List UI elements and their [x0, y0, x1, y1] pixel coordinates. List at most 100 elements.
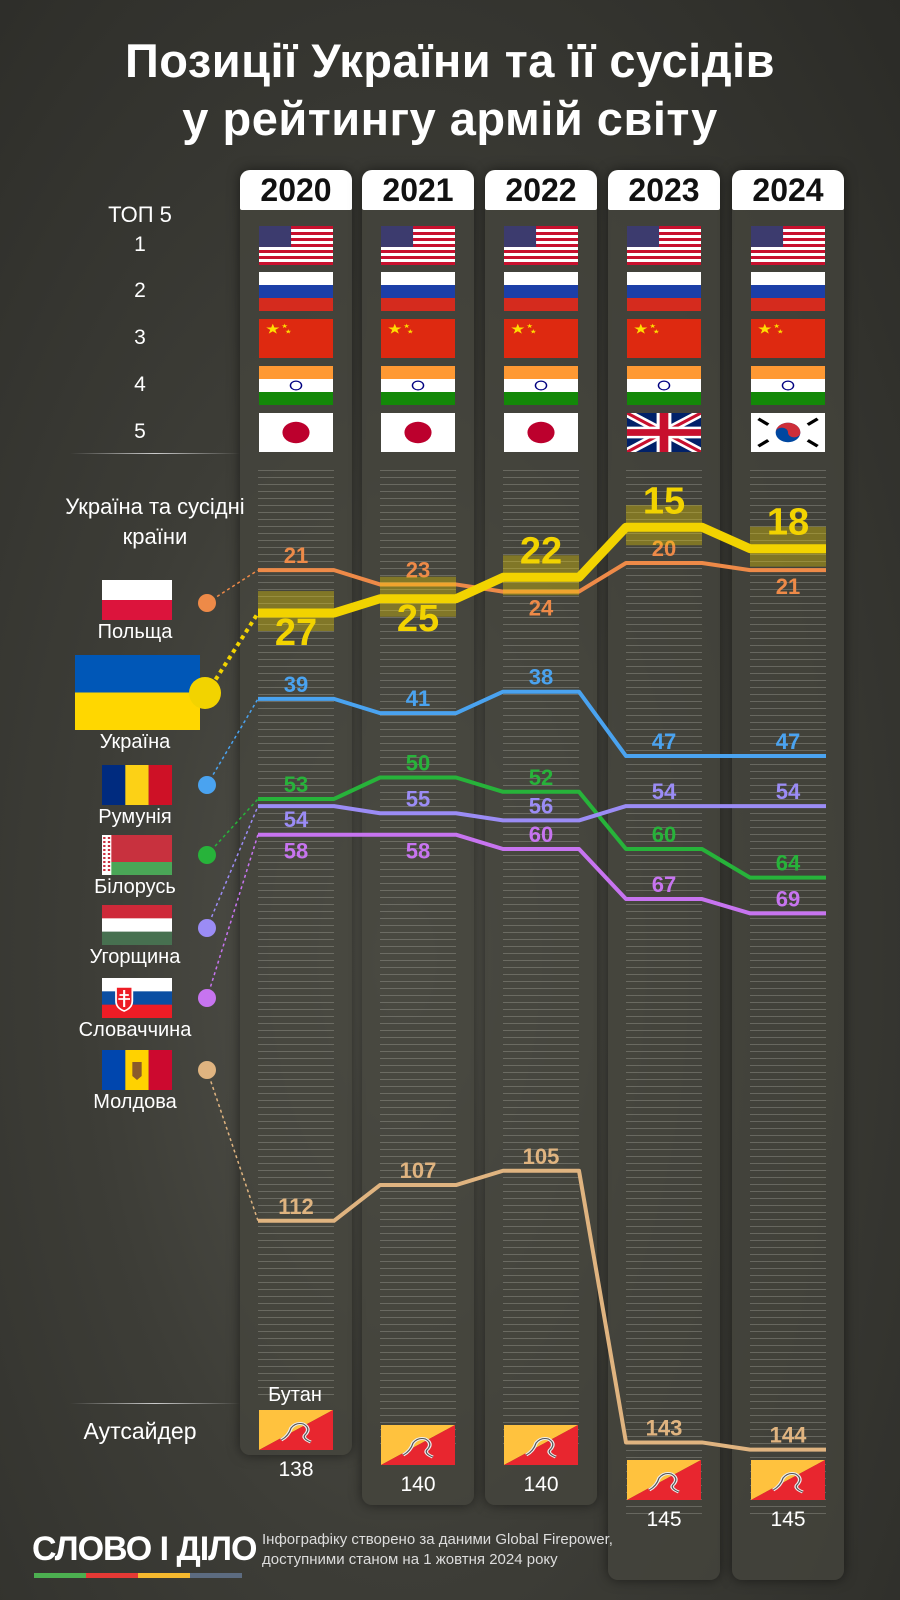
data-label: 64 — [776, 851, 801, 876]
svg-text:★: ★ — [649, 323, 656, 330]
moldova-flag-icon — [102, 1050, 172, 1095]
belarus-flag-icon — [102, 835, 172, 880]
svg-text:★: ★ — [285, 328, 292, 335]
data-label: 20 — [652, 536, 676, 561]
svg-text:★: ★ — [530, 328, 537, 335]
bhutan-flag-icon — [504, 1425, 578, 1470]
data-label: 54 — [776, 779, 801, 804]
year-column-2020: 2020 — [240, 170, 352, 1455]
china-flag-icon: ★ ★ ★ — [259, 319, 333, 363]
outsider-country: Бутан — [268, 1384, 322, 1406]
logo-bar — [34, 1573, 242, 1578]
series-line-ukraine — [258, 522, 826, 618]
rank-grid — [626, 470, 702, 1520]
data-label: 27 — [275, 612, 317, 654]
year-column-2024: 2024 — [732, 170, 844, 1580]
outsider-rank: 140 — [400, 1473, 436, 1496]
data-label: 144 — [770, 1423, 807, 1448]
india-flag-icon — [751, 366, 825, 410]
series-line-moldova — [258, 1168, 826, 1452]
year-header: 2022 — [485, 170, 597, 210]
data-label: 39 — [284, 672, 308, 697]
series-line-belarus — [258, 775, 826, 880]
legend-label-belarus: Білорусь — [94, 876, 176, 898]
poland-flag-icon — [102, 580, 172, 625]
year-column-2021: 2021 — [362, 170, 474, 1505]
neighbors-label: Україна та сусідні країни — [65, 494, 245, 549]
data-label: 21 — [776, 574, 800, 599]
data-label: 23 — [406, 557, 430, 582]
slovakia-flag-icon — [102, 978, 172, 1023]
bhutan-flag-icon — [259, 1410, 333, 1455]
data-label: 25 — [397, 598, 439, 640]
china-flag-icon: ★ ★ ★ — [381, 319, 455, 363]
bhutan-flag-icon — [381, 1425, 455, 1470]
divider — [70, 453, 240, 454]
legend-label-romania: Румунія — [98, 806, 172, 828]
legend-connector — [206, 805, 259, 929]
japan-flag-icon — [504, 413, 578, 457]
outsider-rank: 140 — [523, 1473, 559, 1496]
data-label: 60 — [652, 822, 676, 847]
rank-number: 5 — [134, 420, 146, 443]
usa-flag-icon — [751, 226, 825, 270]
legend-dot-slovakia — [198, 989, 216, 1007]
uk-flag-icon — [624, 409, 704, 457]
top5-label: ТОП 5 — [108, 202, 172, 227]
rank-grid — [750, 470, 826, 1520]
page-title: Позиції України та її сусідів у рейтингу… — [124, 34, 776, 145]
data-label: 55 — [406, 786, 430, 811]
svg-text:★: ★ — [653, 328, 660, 335]
svg-text:★: ★ — [757, 322, 773, 337]
rank-grid — [258, 470, 334, 1395]
legend-label-poland: Польща — [97, 621, 173, 643]
data-label: 38 — [529, 665, 553, 690]
india-flag-icon — [504, 366, 578, 410]
data-label: 58 — [284, 839, 308, 864]
svg-text:★: ★ — [265, 322, 281, 337]
data-label: 47 — [776, 729, 800, 754]
russia-flag-icon — [381, 272, 455, 316]
series-line-poland — [258, 561, 826, 594]
svg-text:★: ★ — [777, 328, 784, 335]
usa-flag-icon — [504, 226, 578, 270]
legend-label-moldova: Молдова — [93, 1091, 177, 1113]
legend-connector — [206, 1069, 259, 1222]
legend-connector — [206, 834, 259, 999]
legend-connector — [206, 569, 259, 604]
svg-text:★: ★ — [510, 322, 526, 337]
data-label: 56 — [529, 793, 553, 818]
series-line-slovakia — [258, 832, 826, 916]
data-label: 21 — [284, 543, 308, 568]
rank-number: 1 — [134, 233, 146, 256]
svg-text:★: ★ — [633, 322, 649, 337]
year-header: 2023 — [608, 170, 720, 210]
legend-connector — [206, 798, 259, 856]
year-column-2023: 2023 — [608, 170, 720, 1580]
data-label: 58 — [406, 839, 430, 864]
svg-text:★: ★ — [281, 323, 288, 330]
data-label: 52 — [529, 765, 553, 790]
data-label: 112 — [278, 1194, 314, 1219]
russia-flag-icon — [751, 272, 825, 316]
data-label: 54 — [652, 779, 677, 804]
year-header: 2021 — [362, 170, 474, 210]
legend-label-ukraine: Україна — [99, 731, 171, 753]
series-line-romania — [258, 689, 826, 759]
india-flag-icon — [381, 366, 455, 410]
legend-dot-hungary — [198, 919, 216, 937]
bhutan-flag-icon — [627, 1460, 701, 1505]
data-label: 47 — [652, 729, 676, 754]
china-flag-icon: ★ ★ ★ — [504, 319, 578, 363]
india-flag-icon — [259, 366, 333, 410]
data-label: 107 — [400, 1158, 437, 1183]
series-line-hungary — [258, 804, 826, 823]
legend-label-slovakia: Словаччина — [78, 1019, 192, 1041]
russia-flag-icon — [504, 272, 578, 316]
year-header: 2020 — [240, 170, 352, 210]
svg-text:★: ★ — [526, 323, 533, 330]
south-korea-flag-icon — [751, 413, 825, 457]
usa-flag-icon — [381, 226, 455, 270]
japan-flag-icon — [381, 413, 455, 457]
svg-text:★: ★ — [407, 328, 414, 335]
